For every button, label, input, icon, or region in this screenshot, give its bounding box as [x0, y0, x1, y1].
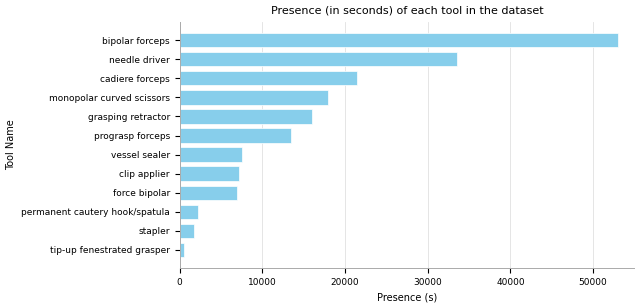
Bar — [180, 224, 195, 238]
Bar — [180, 90, 328, 104]
Bar — [180, 185, 237, 200]
X-axis label: Presence (s): Presence (s) — [377, 292, 437, 302]
Bar — [180, 205, 198, 219]
Bar — [180, 71, 357, 86]
Bar — [180, 109, 312, 124]
Bar — [180, 52, 456, 67]
Bar — [180, 128, 291, 143]
Bar — [180, 33, 618, 47]
Bar — [180, 166, 239, 181]
Bar — [180, 243, 184, 257]
Title: Presence (in seconds) of each tool in the dataset: Presence (in seconds) of each tool in th… — [271, 6, 543, 16]
Bar — [180, 148, 242, 162]
Y-axis label: Tool Name: Tool Name — [6, 120, 15, 170]
